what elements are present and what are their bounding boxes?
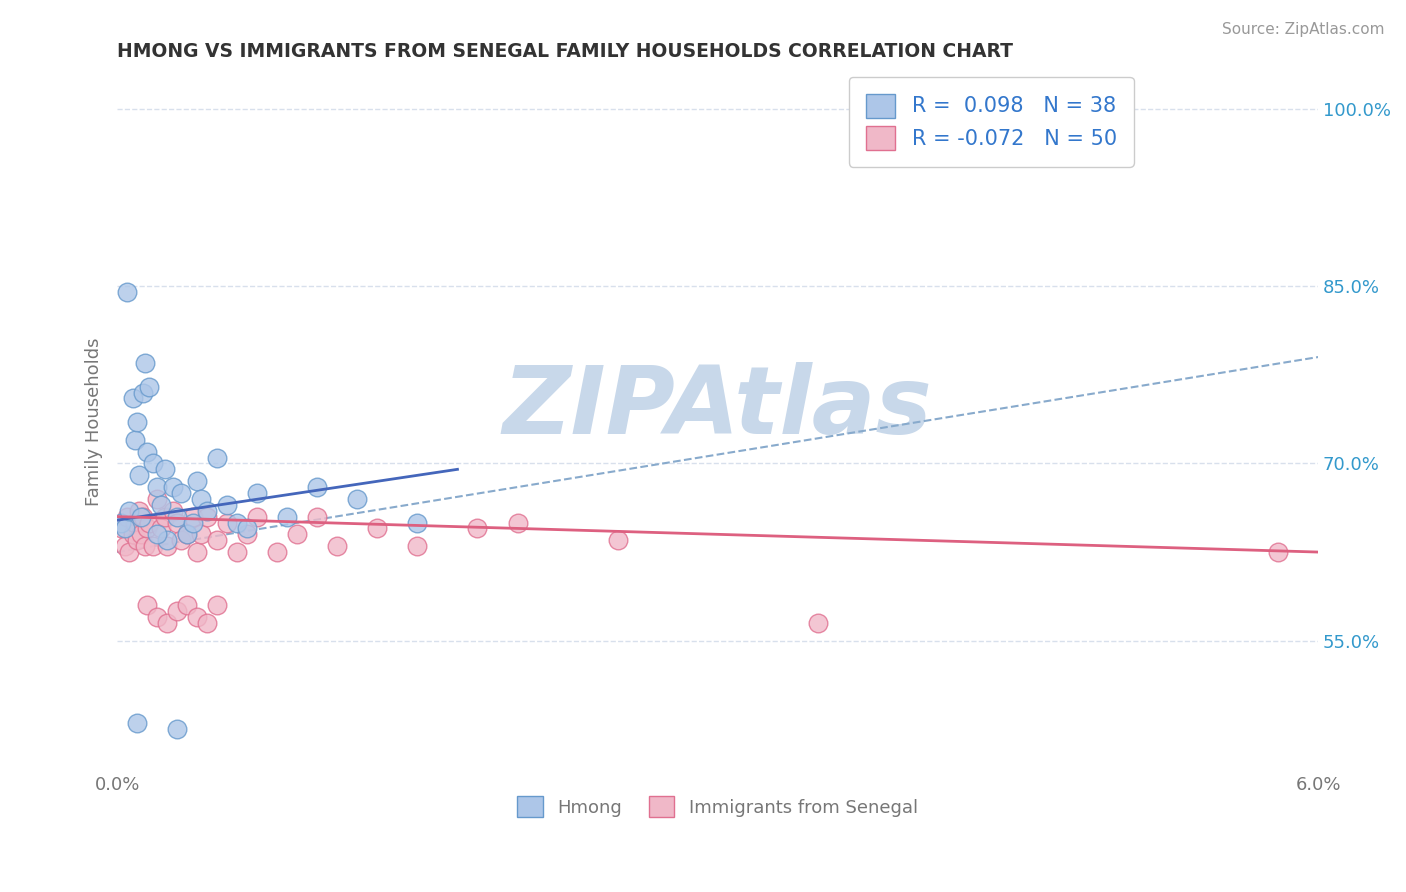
- Point: [146, 610, 169, 624]
- Text: ZIPAtlas: ZIPAtlas: [503, 362, 932, 454]
- Point: [170, 486, 193, 500]
- Point: [236, 527, 259, 541]
- Point: [195, 509, 218, 524]
- Point: [326, 539, 349, 553]
- Point: [276, 509, 298, 524]
- Point: [366, 521, 388, 535]
- Point: [118, 504, 141, 518]
- Point: [226, 545, 249, 559]
- Point: [132, 509, 155, 524]
- Point: [246, 509, 269, 524]
- Point: [155, 462, 177, 476]
- Point: [136, 444, 159, 458]
- Point: [606, 533, 628, 548]
- Point: [114, 539, 136, 553]
- Point: [156, 539, 179, 553]
- Point: [166, 516, 188, 530]
- Point: [138, 516, 160, 530]
- Point: [186, 545, 208, 559]
- Point: [150, 521, 173, 535]
- Point: [129, 527, 152, 541]
- Point: [146, 491, 169, 506]
- Point: [467, 521, 489, 535]
- Point: [217, 498, 239, 512]
- Point: [166, 723, 188, 737]
- Point: [142, 457, 165, 471]
- Point: [127, 716, 149, 731]
- Point: [136, 599, 159, 613]
- Text: HMONG VS IMMIGRANTS FROM SENEGAL FAMILY HOUSEHOLDS CORRELATION CHART: HMONG VS IMMIGRANTS FROM SENEGAL FAMILY …: [117, 42, 1014, 61]
- Point: [266, 545, 288, 559]
- Point: [110, 516, 132, 530]
- Point: [166, 604, 188, 618]
- Point: [190, 527, 212, 541]
- Point: [207, 533, 229, 548]
- Point: [406, 516, 429, 530]
- Point: [129, 509, 152, 524]
- Point: [124, 433, 146, 447]
- Point: [346, 491, 368, 506]
- Point: [307, 509, 329, 524]
- Point: [162, 504, 184, 518]
- Point: [128, 504, 150, 518]
- Point: [506, 516, 529, 530]
- Point: [134, 356, 156, 370]
- Point: [136, 521, 159, 535]
- Point: [115, 509, 138, 524]
- Point: [406, 539, 429, 553]
- Point: [207, 450, 229, 465]
- Point: [115, 285, 138, 299]
- Point: [156, 533, 179, 548]
- Point: [166, 509, 188, 524]
- Point: [118, 545, 141, 559]
- Point: [132, 385, 155, 400]
- Point: [176, 527, 198, 541]
- Point: [138, 379, 160, 393]
- Point: [122, 527, 145, 541]
- Point: [181, 516, 204, 530]
- Point: [246, 486, 269, 500]
- Point: [186, 610, 208, 624]
- Point: [162, 480, 184, 494]
- Point: [217, 516, 239, 530]
- Point: [307, 480, 329, 494]
- Point: [207, 599, 229, 613]
- Point: [285, 527, 308, 541]
- Point: [127, 415, 149, 429]
- Point: [134, 539, 156, 553]
- Point: [146, 480, 169, 494]
- Point: [226, 516, 249, 530]
- Point: [142, 539, 165, 553]
- Text: Source: ZipAtlas.com: Source: ZipAtlas.com: [1222, 22, 1385, 37]
- Point: [181, 509, 204, 524]
- Point: [807, 615, 830, 630]
- Point: [195, 615, 218, 630]
- Point: [156, 615, 179, 630]
- Point: [122, 392, 145, 406]
- Point: [1267, 545, 1289, 559]
- Point: [150, 498, 173, 512]
- Legend: Hmong, Immigrants from Senegal: Hmong, Immigrants from Senegal: [510, 789, 925, 824]
- Point: [146, 527, 169, 541]
- Point: [127, 533, 149, 548]
- Point: [186, 474, 208, 488]
- Point: [176, 599, 198, 613]
- Point: [155, 509, 177, 524]
- Point: [170, 533, 193, 548]
- Point: [195, 504, 218, 518]
- Point: [124, 516, 146, 530]
- Point: [128, 468, 150, 483]
- Point: [176, 527, 198, 541]
- Point: [236, 521, 259, 535]
- Point: [110, 521, 132, 535]
- Point: [190, 491, 212, 506]
- Point: [114, 521, 136, 535]
- Y-axis label: Family Households: Family Households: [86, 338, 103, 507]
